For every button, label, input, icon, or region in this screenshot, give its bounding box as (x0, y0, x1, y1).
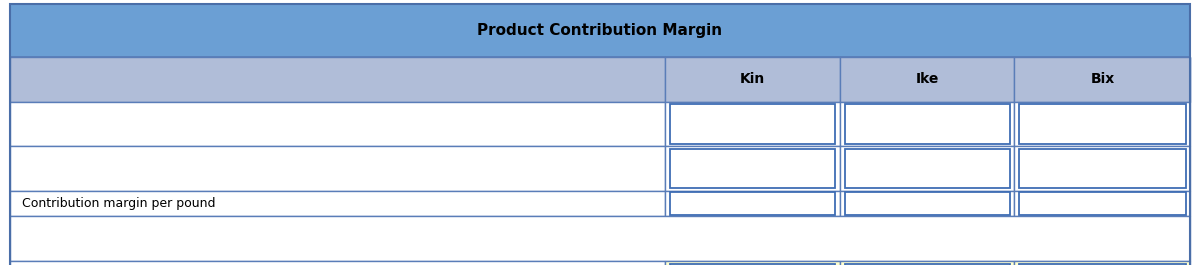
Bar (845, 264, 1009, 265)
Bar (1014, 57, 1190, 102)
Bar (845, 104, 1009, 144)
Text: Product Contribution Margin: Product Contribution Margin (478, 23, 722, 38)
Bar (10, 217, 1190, 261)
Bar (1014, 261, 1190, 265)
Bar (10, 4, 1190, 57)
Text: Bix: Bix (1091, 72, 1115, 86)
Bar (845, 192, 1009, 215)
Bar (1019, 264, 1186, 265)
Bar (665, 146, 840, 191)
Bar (10, 146, 665, 191)
Bar (1014, 146, 1190, 191)
Text: Contribution margin per pound: Contribution margin per pound (22, 197, 215, 210)
Bar (1019, 149, 1186, 188)
Bar (1019, 104, 1186, 144)
Bar (840, 57, 1014, 102)
Bar (1019, 192, 1186, 215)
Bar (670, 104, 835, 144)
Bar (10, 261, 665, 265)
Bar (840, 261, 1014, 265)
Bar (840, 102, 1014, 146)
Bar (840, 146, 1014, 191)
Bar (665, 261, 840, 265)
Bar (1014, 102, 1190, 146)
Bar (665, 57, 840, 102)
Bar (665, 102, 840, 146)
Bar (665, 191, 840, 217)
Text: Ike: Ike (916, 72, 938, 86)
Bar (670, 264, 835, 265)
Bar (10, 57, 1190, 102)
Bar (10, 57, 665, 102)
Bar (670, 149, 835, 188)
Bar (840, 191, 1014, 217)
Bar (10, 191, 665, 217)
Bar (670, 192, 835, 215)
Text: Kin: Kin (739, 72, 764, 86)
Bar (1014, 191, 1190, 217)
Bar (845, 149, 1009, 188)
Bar (10, 102, 665, 146)
